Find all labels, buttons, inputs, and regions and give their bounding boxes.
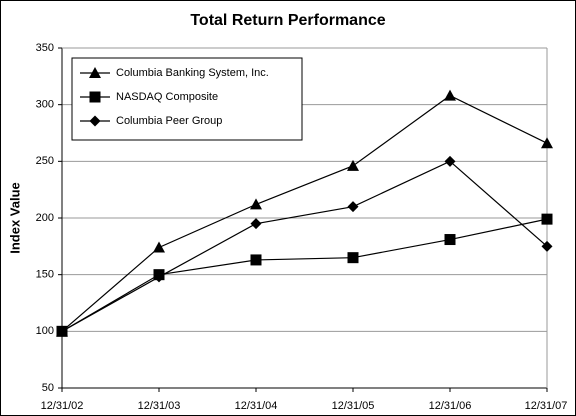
- x-tick-label: 12/31/02: [41, 400, 84, 412]
- legend-box: [71, 57, 303, 141]
- marker: [250, 198, 262, 210]
- legend-label: Columbia Banking System, Inc.: [116, 67, 269, 79]
- x-tick-label: 12/31/04: [235, 400, 278, 412]
- y-tick-label: 350: [36, 42, 54, 54]
- x-tick-label: 12/31/06: [429, 400, 472, 412]
- marker: [347, 201, 359, 213]
- marker: [541, 213, 553, 225]
- chart-title: Total Return Performance: [190, 12, 385, 29]
- legend-label: NASDAQ Composite: [116, 91, 218, 103]
- marker: [347, 159, 359, 171]
- marker: [347, 252, 359, 264]
- series-line: [61, 218, 548, 332]
- y-tick-label: 250: [36, 155, 54, 167]
- x-tick-label: 12/31/03: [138, 400, 181, 412]
- legend-label: Columbia Peer Group: [116, 115, 222, 127]
- series-line: [61, 94, 548, 332]
- marker: [153, 271, 165, 283]
- y-tick-label: 150: [36, 269, 54, 281]
- marker: [541, 240, 553, 252]
- y-axis-label: Index Value: [7, 182, 22, 254]
- marker: [541, 137, 553, 149]
- marker: [89, 91, 101, 103]
- y-tick-label: 300: [36, 99, 54, 111]
- marker: [250, 218, 262, 230]
- marker: [444, 155, 456, 167]
- marker: [56, 325, 68, 337]
- y-tick-label: 50: [42, 382, 54, 394]
- x-tick-label: 12/31/05: [332, 400, 375, 412]
- marker: [444, 89, 456, 101]
- x-tick-label: 12/31/07: [525, 400, 568, 412]
- marker: [89, 67, 101, 78]
- y-tick-label: 100: [36, 325, 54, 337]
- y-tick-label: 200: [36, 212, 54, 224]
- marker: [444, 234, 456, 246]
- marker: [153, 241, 165, 253]
- marker: [250, 254, 262, 266]
- marker: [89, 115, 101, 127]
- series-line: [61, 160, 548, 332]
